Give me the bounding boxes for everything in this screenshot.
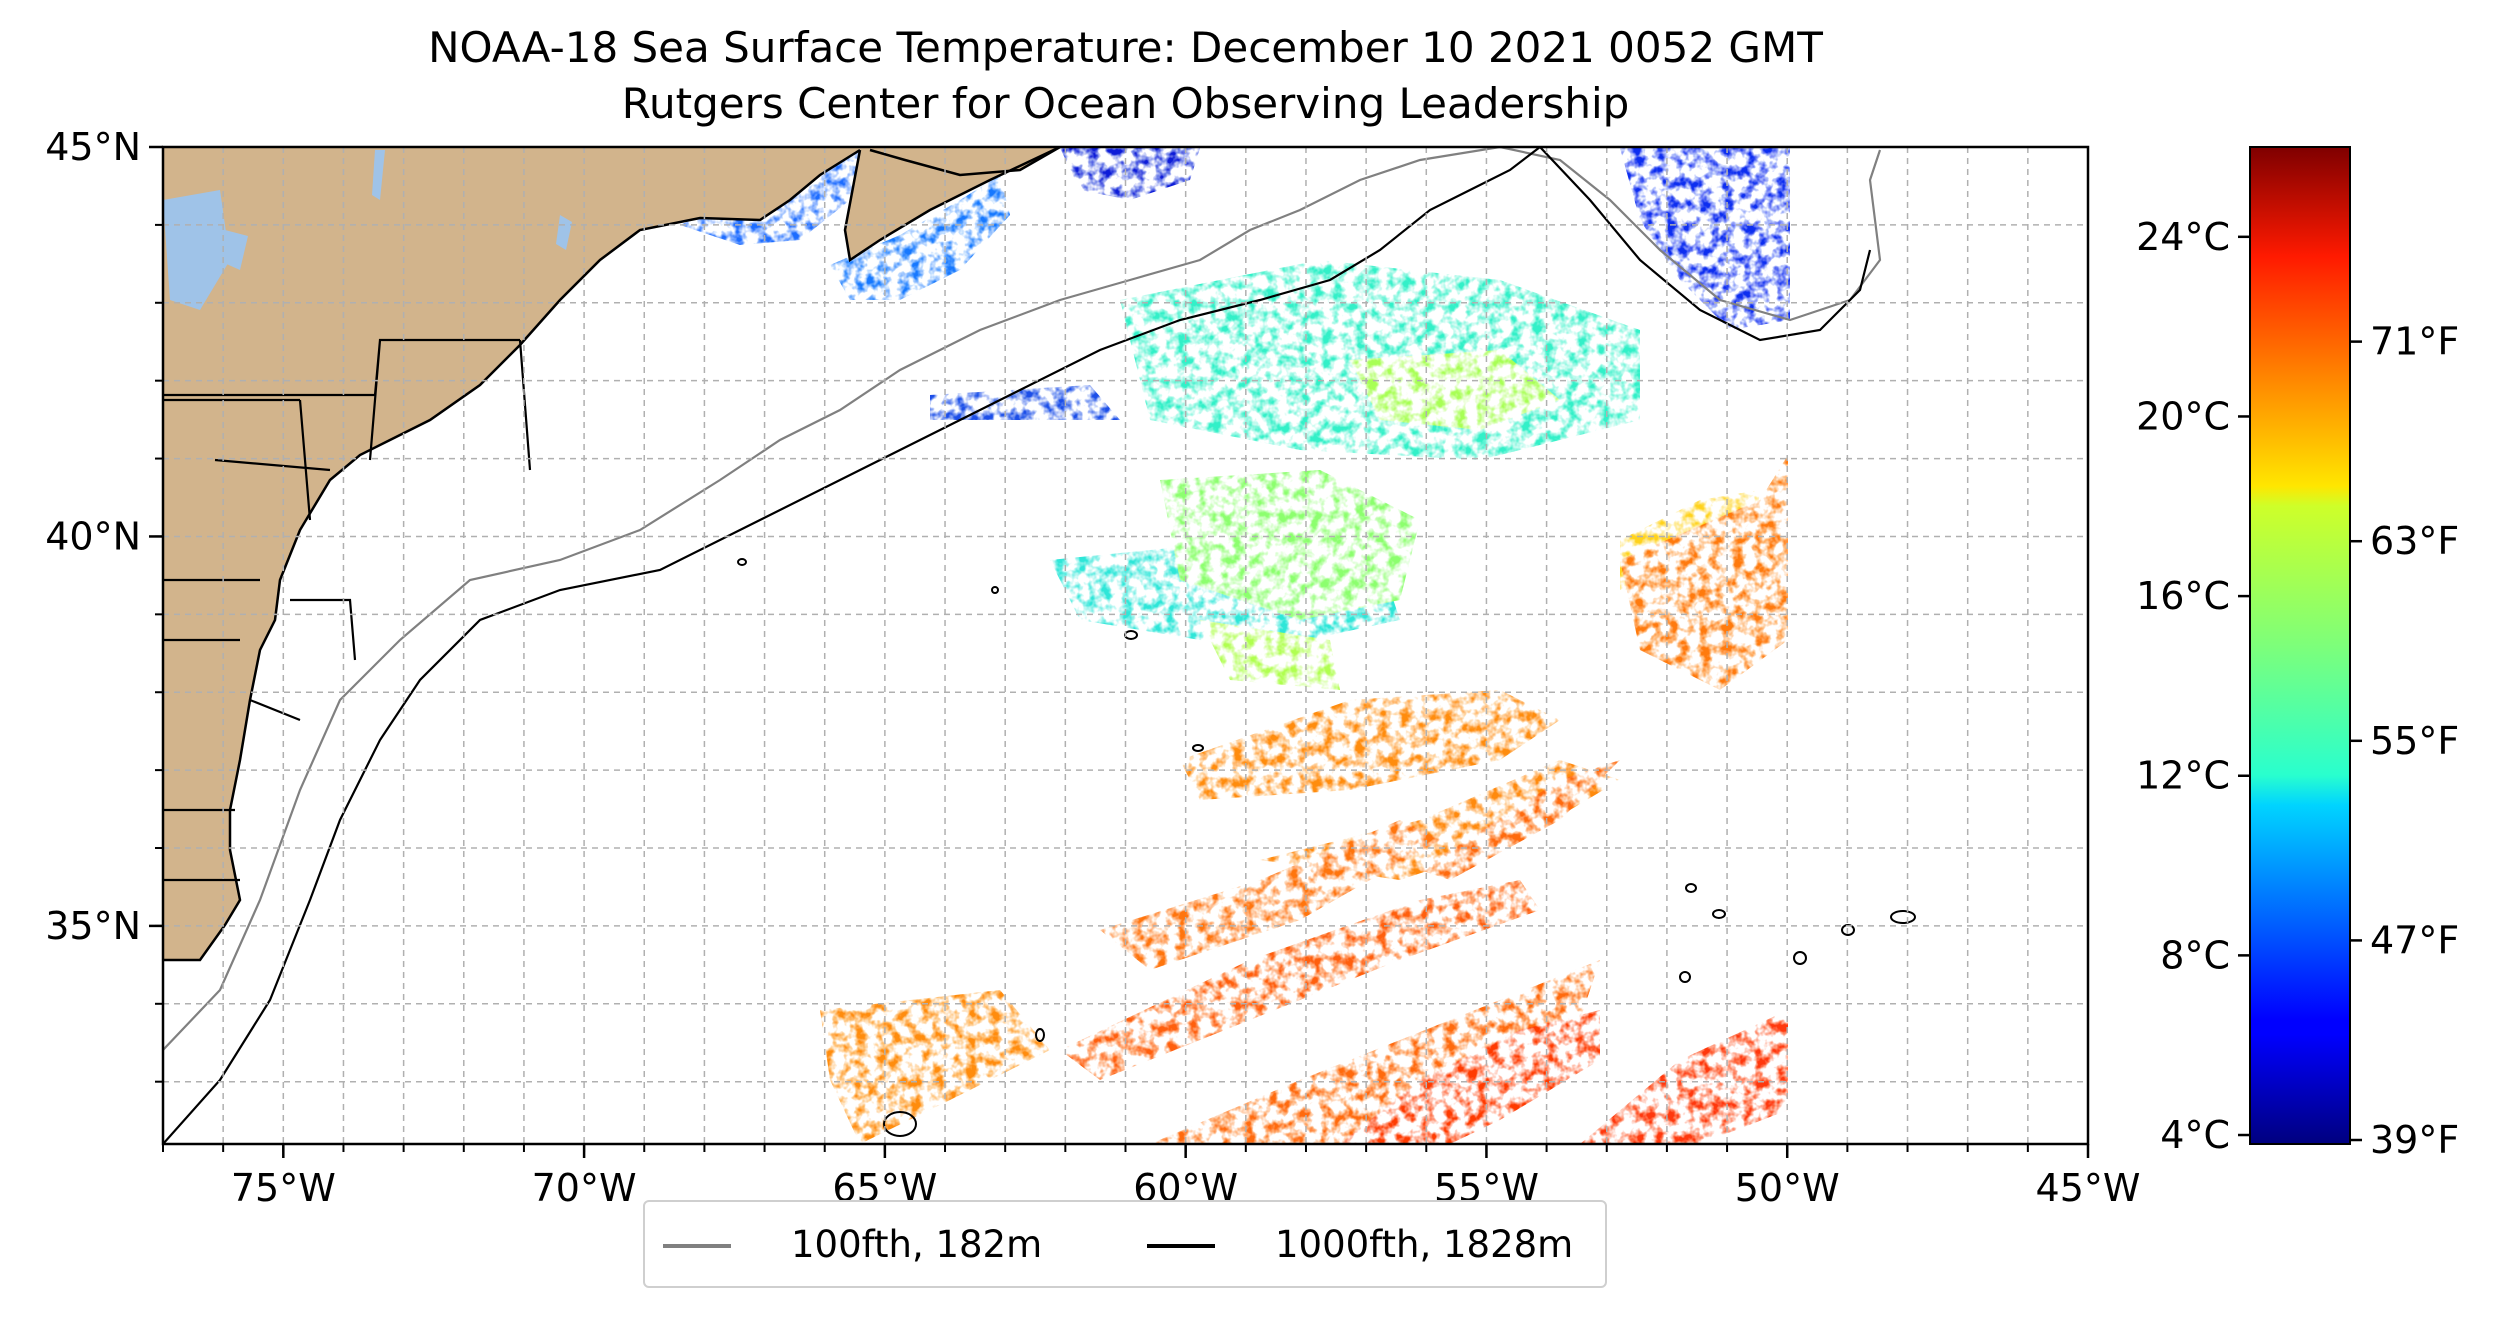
- lon-tick-label: 70°W: [532, 1166, 637, 1210]
- legend-swatch-1000fth: [1147, 1244, 1215, 1248]
- celsius-tick-label: 8°C: [2160, 933, 2230, 977]
- legend-swatch-100fth: [663, 1244, 731, 1248]
- sst-warm-band: [1620, 455, 1788, 690]
- fahrenheit-tick-label: 55°F: [2370, 719, 2459, 763]
- sst-mild-patch: [1200, 620, 1340, 690]
- sst-hot-band: [1340, 1010, 1600, 1144]
- sst-cold-patch: [830, 175, 1010, 300]
- lon-tick-label: 75°W: [231, 1166, 336, 1210]
- celsius-tick-label: 12°C: [2136, 754, 2230, 798]
- fahrenheit-tick-label: 63°F: [2370, 519, 2459, 563]
- sst-warm-band: [1420, 760, 1620, 880]
- celsius-tick-label: 4°C: [2160, 1113, 2230, 1157]
- coastline-nova-scotia: [843, 147, 1061, 263]
- fahrenheit-tick-label: 39°F: [2370, 1118, 2459, 1162]
- contour-1000fth: [163, 147, 1872, 1144]
- legend-label-100fth: 100fth, 182m: [791, 1223, 1043, 1266]
- celsius-tick-label: 24°C: [2136, 215, 2230, 259]
- lat-tick-label: 45°N: [45, 125, 141, 169]
- contour-100fth: [163, 147, 1882, 1051]
- lake: [372, 150, 385, 200]
- fahrenheit-tick-label: 47°F: [2370, 918, 2459, 962]
- colorbar-ticks: 4°C 8°C 12°C 16°C 20°C 24°C 39°F 47°F 55°F 63°F 71…: [2136, 215, 2459, 1162]
- lake: [163, 190, 230, 310]
- sst-warm-band: [1180, 690, 1560, 800]
- gridlines: [163, 147, 2088, 1144]
- sst-mild-patch: [1350, 350, 1560, 430]
- sst-hot-band: [1580, 1010, 1788, 1144]
- lon-tick-label: 45°W: [2036, 1166, 2141, 1210]
- state-border: [163, 338, 532, 882]
- celsius-tick-label: 20°C: [2136, 394, 2230, 438]
- sst-warm-band: [1060, 880, 1540, 1080]
- legend: 100fth, 182m 1000fth, 1828m: [643, 1200, 1607, 1288]
- lon-tick-label: 50°W: [1735, 1166, 1840, 1210]
- colorbar: [2249, 146, 2351, 1145]
- sst-cold-patch: [1060, 148, 1200, 200]
- celsius-tick-label: 16°C: [2136, 574, 2230, 618]
- land: [163, 147, 1061, 962]
- coastline: [163, 147, 1061, 962]
- lat-tick-label: 40°N: [45, 514, 141, 558]
- map-subtitle: Rutgers Center for Ocean Observing Leade…: [621, 79, 1630, 128]
- map-title: NOAA-18 Sea Surface Temperature: Decembe…: [428, 23, 1823, 72]
- sst-data-layer: [680, 148, 1790, 1144]
- lat-tick-label: 35°N: [45, 904, 141, 948]
- sst-warm-band: [820, 990, 1050, 1144]
- fahrenheit-tick-label: 71°F: [2370, 320, 2459, 364]
- sst-cold-patch: [1620, 148, 1790, 330]
- land-nova-scotia: [845, 147, 1060, 260]
- sst-warm-band: [1150, 960, 1600, 1144]
- legend-label-1000fth: 1000fth, 1828m: [1275, 1223, 1574, 1266]
- sst-mild-patch: [1160, 470, 1420, 620]
- map-frame-content: [163, 147, 2088, 1144]
- lake: [556, 215, 572, 250]
- lake: [222, 230, 248, 270]
- land-us-coast: [163, 147, 1060, 960]
